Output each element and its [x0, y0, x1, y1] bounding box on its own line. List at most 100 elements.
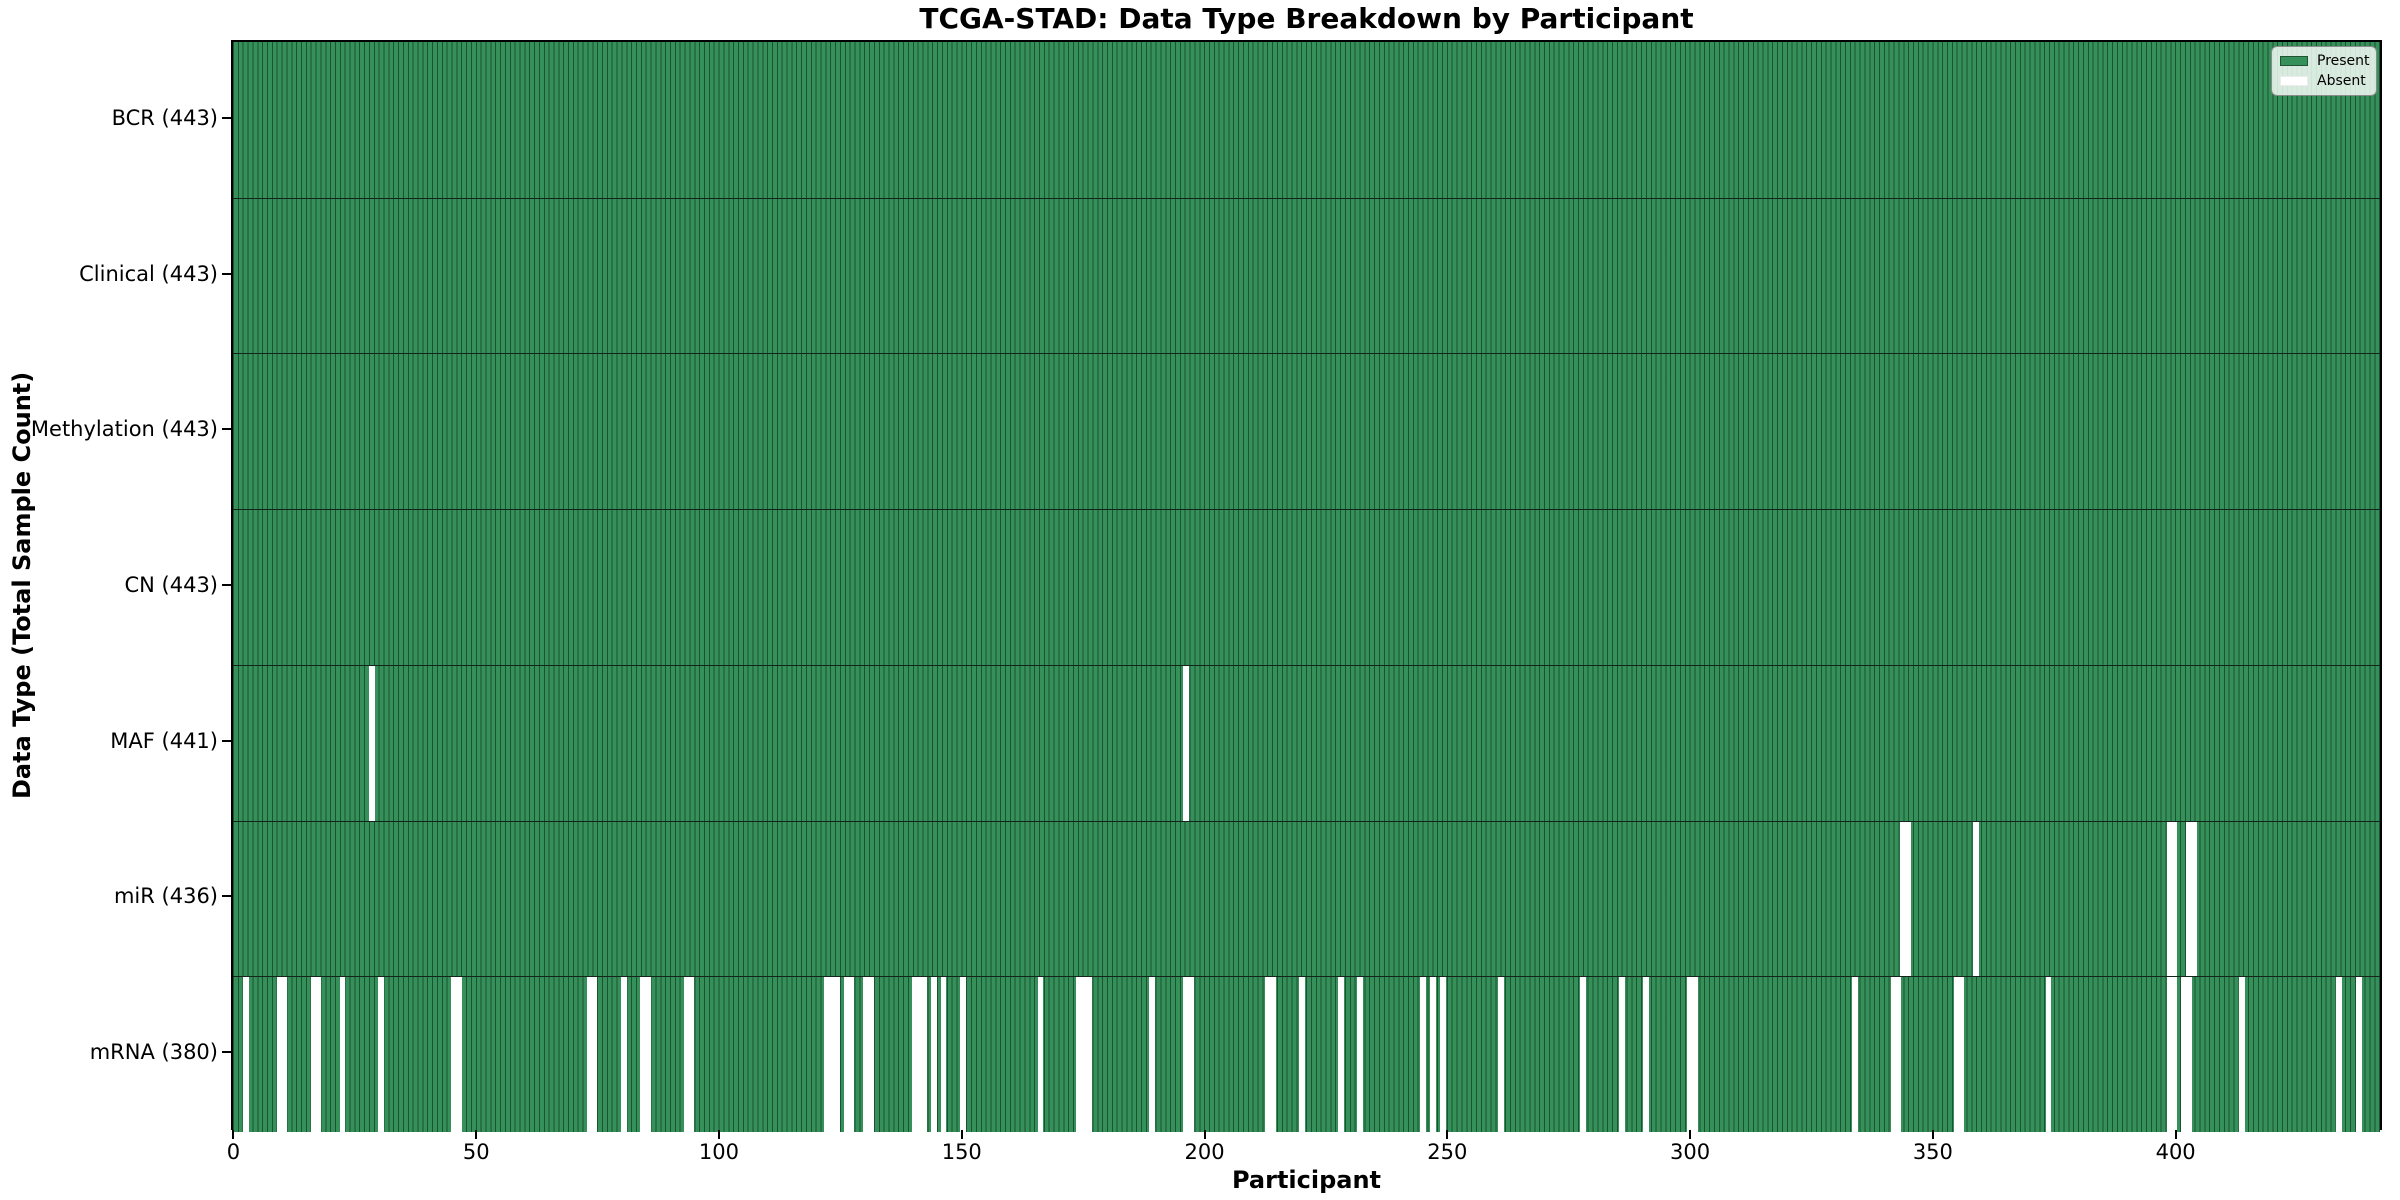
absent-gap: [1890, 977, 1897, 1132]
absent-gap: [824, 977, 831, 1132]
y-tick-label: CN (443): [124, 573, 218, 597]
absent-gap: [242, 977, 249, 1132]
absent-gap: [276, 977, 283, 1132]
row-mir: [233, 820, 2380, 977]
absent-gap: [2166, 977, 2173, 1132]
absent-gap: [848, 977, 855, 1132]
absent-gap: [2336, 977, 2343, 1132]
x-tick-label: 400: [2155, 1140, 2196, 1164]
absent-gap: [281, 977, 288, 1132]
absent-gap: [1081, 977, 1087, 1132]
y-tick-label: mRNA (380): [89, 1040, 218, 1065]
y-tick-mark: [222, 739, 231, 742]
absent-swatch-icon: [2280, 76, 2308, 86]
absent-gap: [1357, 977, 1364, 1132]
absent-gap: [1619, 977, 1625, 1132]
row-methylation: [233, 353, 2380, 510]
absent-gap: [1439, 977, 1446, 1132]
absent-gap: [843, 977, 850, 1132]
y-tick-label: Methylation (443): [30, 417, 218, 442]
absent-gap: [1076, 977, 1083, 1132]
absent-gap: [863, 977, 869, 1132]
y-tick-mark: [222, 584, 231, 586]
absent-gap: [829, 977, 835, 1132]
absent-gap: [688, 977, 695, 1132]
plot-area: [231, 40, 2382, 1132]
absent-gap: [1182, 977, 1189, 1132]
absent-gap: [451, 977, 457, 1132]
absent-gap: [2239, 977, 2246, 1132]
row-cn: [233, 509, 2380, 665]
absent-gap: [1338, 977, 1344, 1132]
absent-gap: [315, 977, 322, 1132]
absent-gap: [1900, 821, 1907, 977]
absent-gap: [1686, 977, 1693, 1132]
absent-gap: [930, 977, 937, 1132]
absent-gap: [1430, 977, 1436, 1132]
x-tick-mark: [1203, 1130, 1206, 1139]
row-maf: [233, 664, 2380, 821]
absent-gap: [591, 977, 598, 1132]
absent-gap: [378, 977, 385, 1132]
x-tick-label: 150: [941, 1140, 982, 1164]
absent-gap: [2355, 977, 2362, 1132]
absent-gap: [916, 977, 923, 1132]
absent-gap: [2186, 977, 2192, 1132]
absent-gap: [2166, 821, 2173, 977]
absent-gap: [1851, 977, 1858, 1132]
absent-gap: [1905, 821, 1911, 977]
x-tick-mark: [2174, 1130, 2177, 1139]
legend-entry-absent: Absent: [2280, 73, 2368, 89]
x-axis-label: Participant: [1231, 1166, 1382, 1194]
y-tick-label: BCR (443): [111, 105, 218, 130]
x-tick-mark: [960, 1130, 963, 1139]
absent-gap: [959, 977, 966, 1132]
absent-gap: [833, 977, 840, 1132]
absent-gap: [1691, 977, 1698, 1132]
absent-gap: [1958, 977, 1965, 1132]
y-tick-label: miR (436): [113, 884, 218, 909]
y-tick-mark: [222, 116, 231, 119]
legend-entry-present: Present: [2280, 53, 2370, 69]
row-clinical: [233, 197, 2380, 354]
present-swatch-icon: [2280, 56, 2308, 66]
y-tick-label: MAF (441): [110, 728, 218, 753]
x-tick-mark: [1446, 1130, 1449, 1139]
absent-gap: [1085, 977, 1092, 1132]
legend-label: Absent: [2317, 73, 2366, 89]
row-bcr: [233, 42, 2380, 198]
absent-gap: [2190, 821, 2197, 977]
absent-gap: [1299, 977, 1306, 1132]
absent-gap: [2045, 977, 2052, 1132]
x-tick-label: 50: [462, 1140, 490, 1164]
absent-gap: [1580, 977, 1587, 1132]
absent-gap: [1270, 977, 1276, 1132]
y-tick-mark: [222, 272, 231, 275]
absent-gap: [2171, 821, 2178, 977]
absent-gap: [1420, 977, 1427, 1132]
absent-gap: [1972, 821, 1979, 977]
absent-gap: [911, 977, 918, 1132]
absent-gap: [940, 977, 947, 1132]
y-tick-mark: [222, 1051, 231, 1054]
absent-gap: [1895, 977, 1902, 1132]
y-tick-mark: [222, 428, 231, 431]
x-tick-mark: [475, 1130, 478, 1139]
absent-gap: [368, 665, 375, 821]
absent-gap: [644, 977, 651, 1132]
x-tick-mark: [1689, 1130, 1692, 1139]
legend-label: Present: [2317, 53, 2370, 69]
absent-gap: [2171, 977, 2178, 1132]
absent-gap: [586, 977, 593, 1132]
absent-gap: [310, 977, 317, 1132]
absent-gap: [1037, 977, 1044, 1132]
absent-gap: [640, 977, 646, 1132]
x-tick-label: 300: [1670, 1140, 1711, 1164]
absent-gap: [1182, 665, 1189, 821]
x-tick-mark: [1931, 1130, 1934, 1139]
x-tick-label: 0: [226, 1140, 241, 1164]
absent-gap: [867, 977, 874, 1132]
chart-title: TCGA-STAD: Data Type Breakdown by Partic…: [919, 2, 1694, 35]
absent-gap: [1643, 977, 1650, 1132]
